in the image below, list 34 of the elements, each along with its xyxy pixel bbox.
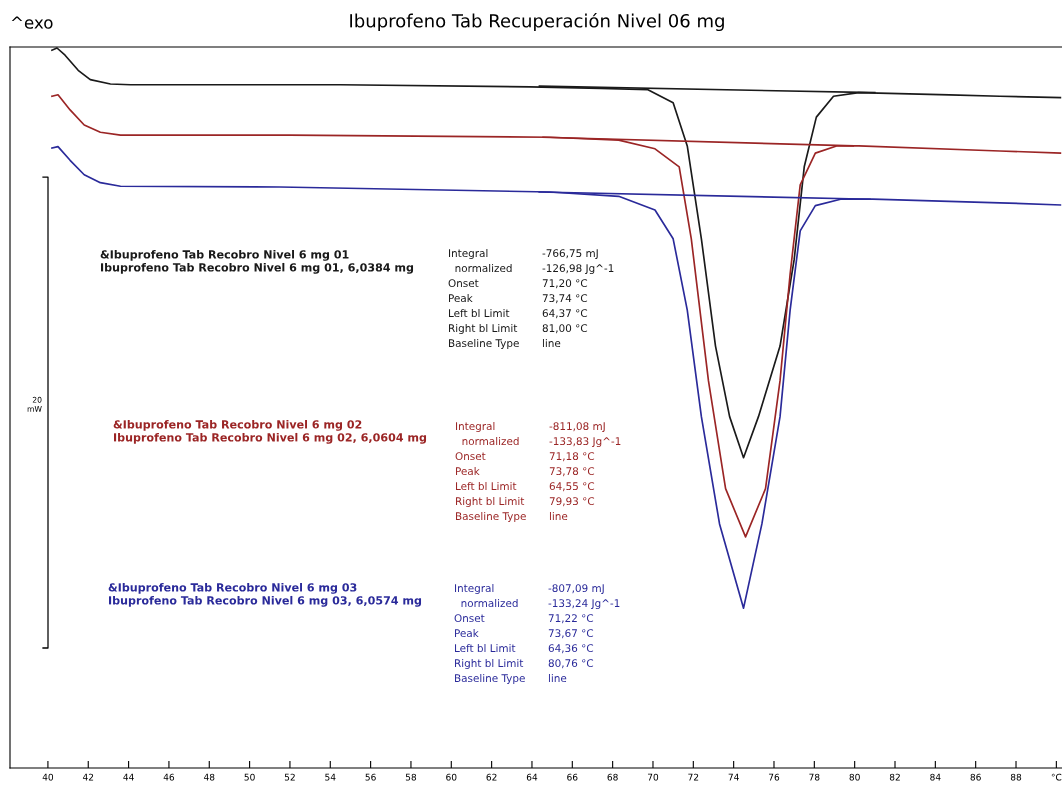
x-tick-label: 42	[82, 773, 94, 781]
x-tick-label: 64	[526, 773, 538, 781]
text: Integral -766,75 mJ normalized -126,98 Jg^-1 Onset 71,20 °C Peak 73,74 °C Left bl Limit 64,37 °C Right bl Limit 81,00 °C Baseline Type line	[448, 249, 614, 350]
x-tick-label: 68	[607, 773, 618, 781]
x-tick-label: 80	[849, 773, 860, 781]
x-tick-label: 62	[486, 773, 497, 781]
x-tick-label: 86	[970, 773, 981, 781]
x-tick-label: 76	[768, 773, 780, 781]
x-tick-label: 56	[365, 773, 376, 781]
annotation: &Ibuprofeno Tab Recobro Nivel 6 mg 02 Ibuprofeno Tab Recobro Nivel 6 mg 02, 6,0604 mg	[113, 420, 427, 444]
x-tick-label: 84	[930, 773, 941, 781]
x-tick-label: 66	[567, 773, 578, 781]
text: Integral -811,08 mJ normalized -133,83 Jg^-1 Onset 71,18 °C Peak 73,78 °C Left bl Limit 64,55 °C Right bl Limit 79,93 °C Baseline Type line	[455, 422, 621, 523]
x-tick-label: 46	[163, 773, 175, 781]
x-tick-label: 50	[244, 773, 255, 781]
x-tick-label: 58	[405, 773, 417, 781]
x-tick-label: °C	[1051, 773, 1062, 781]
text: Integral -807,09 mJ normalized -133,24 Jg^-1 Onset 71,22 °C Peak 73,67 °C Left bl Limit 64,36 °C Right bl Limit 80,76 °C Baseline Type line	[454, 584, 620, 685]
x-tick-label: 72	[688, 773, 699, 781]
x-tick-label: 52	[284, 773, 295, 781]
text: ^exo	[11, 16, 53, 29]
x-tick-label: 60	[446, 773, 457, 781]
x-tick-label: 54	[325, 773, 336, 781]
annotation: &Ibuprofeno Tab Recobro Nivel 6 mg 03 Ibuprofeno Tab Recobro Nivel 6 mg 03, 6,0574 mg	[108, 583, 422, 607]
chart-title: Ibuprofeno Tab Recuperación Nivel 06 mg	[350, 12, 724, 32]
x-tick-label: 78	[809, 773, 820, 781]
annotation: &Ibuprofeno Tab Recobro Nivel 6 mg 01 Ibuprofeno Tab Recobro Nivel 6 mg 01, 6,0384 mg	[100, 250, 414, 274]
x-tick-label: 70	[647, 773, 659, 781]
x-tick-label: 44	[123, 773, 134, 781]
x-tick-label: 48	[203, 773, 215, 781]
x-tick-label: 88	[1010, 773, 1022, 781]
x-tick-label: 82	[889, 773, 900, 781]
x-tick-label: 74	[728, 773, 739, 781]
x-tick-label: 40	[42, 773, 54, 781]
